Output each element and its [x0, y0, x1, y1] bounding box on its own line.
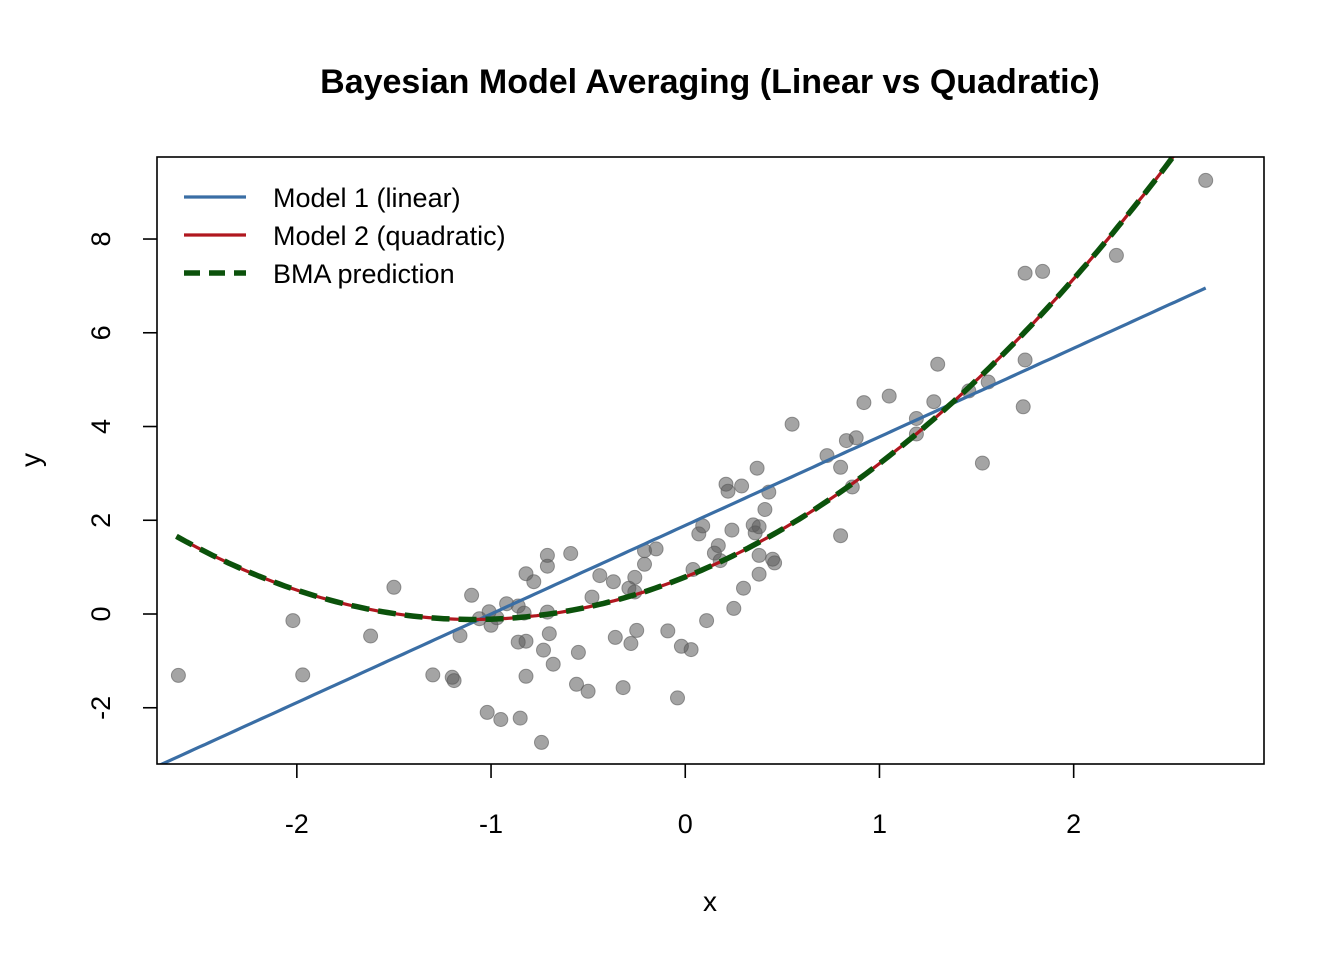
- data-point: [592, 568, 608, 584]
- y-axis: -2 0 2 4 6 8: [86, 231, 157, 720]
- data-point: [464, 587, 480, 603]
- data-point: [493, 712, 509, 727]
- data-point: [683, 642, 699, 658]
- y-tick-label: 6: [86, 325, 116, 340]
- data-point: [170, 667, 186, 683]
- data-point: [629, 622, 645, 638]
- chart-title: Bayesian Model Averaging (Linear vs Quad…: [320, 63, 1100, 101]
- data-point: [363, 628, 379, 644]
- data-point: [767, 555, 783, 571]
- data-point: [295, 667, 311, 683]
- legend: Model 1 (linear) Model 2 (quadratic) BMA p…: [184, 183, 506, 289]
- data-point: [534, 734, 549, 750]
- data-point: [751, 566, 767, 582]
- data-point: [570, 644, 586, 660]
- data-point: [734, 478, 750, 494]
- data-point: [518, 633, 534, 649]
- data-point: [1015, 399, 1031, 415]
- y-tick-label: 2: [86, 513, 116, 528]
- data-point: [526, 574, 542, 590]
- x-tick-label: 1: [872, 809, 887, 839]
- data-point: [648, 541, 664, 557]
- data-point: [720, 483, 736, 499]
- data-point: [605, 574, 621, 590]
- legend-label-linear: Model 1 (linear): [273, 183, 461, 213]
- data-point: [749, 460, 765, 476]
- data-point: [751, 547, 767, 563]
- legend-label-bma: BMA prediction: [273, 259, 455, 289]
- data-point: [1017, 352, 1033, 368]
- model-lines: [158, 157, 1207, 764]
- data-point: [856, 395, 872, 411]
- data-point: [784, 416, 800, 432]
- data-point: [637, 556, 652, 572]
- y-tick-label: 8: [86, 231, 116, 246]
- quadratic-model-line: [175, 157, 1175, 622]
- data-point: [541, 626, 557, 642]
- data-point: [446, 673, 462, 689]
- data-point: [736, 580, 751, 596]
- y-tick-label: 0: [86, 606, 116, 621]
- data-point: [881, 388, 897, 404]
- data-point: [710, 538, 726, 554]
- data-point: [670, 690, 685, 706]
- data-point: [285, 613, 301, 629]
- data-point: [569, 676, 584, 692]
- data-point: [699, 613, 715, 629]
- data-point: [757, 502, 773, 517]
- data-point: [848, 430, 864, 446]
- data-point: [1198, 172, 1214, 188]
- data-point: [1108, 247, 1124, 263]
- data-point: [930, 356, 946, 372]
- y-axis-label: y: [15, 453, 46, 467]
- y-tick-label: 4: [86, 419, 116, 434]
- data-point: [627, 569, 643, 585]
- x-tick-label: -2: [285, 809, 309, 839]
- data-point: [563, 546, 579, 561]
- data-point: [1035, 263, 1051, 279]
- x-tick-label: 2: [1066, 809, 1081, 839]
- x-tick-label: 0: [678, 809, 693, 839]
- data-point: [512, 710, 528, 726]
- x-axis: -2 -1 0 1 2: [285, 764, 1081, 839]
- data-point: [607, 629, 623, 645]
- data-point: [545, 656, 561, 672]
- y-tick-label: -2: [86, 696, 116, 720]
- data-point: [660, 623, 676, 639]
- linear-model-line: [158, 286, 1207, 764]
- data-point: [615, 680, 631, 696]
- data-point: [1017, 265, 1033, 281]
- data-point: [584, 589, 600, 605]
- data-point: [539, 558, 555, 574]
- data-point: [833, 459, 849, 475]
- data-point: [751, 519, 767, 535]
- data-point: [833, 528, 849, 544]
- legend-label-quadratic: Model 2 (quadratic): [273, 221, 506, 251]
- x-axis-label: x: [703, 886, 717, 917]
- plot-frame: [156, 156, 1265, 765]
- data-point: [580, 683, 596, 699]
- data-point: [926, 394, 942, 410]
- data-point: [425, 667, 441, 683]
- data-point: [974, 455, 990, 471]
- data-point: [623, 636, 639, 651]
- data-point: [479, 704, 495, 720]
- data-point: [724, 522, 740, 538]
- data-point: [726, 600, 742, 616]
- data-point: [386, 579, 402, 595]
- data-point: [536, 642, 551, 658]
- scatter-points: [170, 172, 1214, 750]
- x-tick-label: -1: [479, 809, 503, 839]
- data-point: [518, 668, 534, 684]
